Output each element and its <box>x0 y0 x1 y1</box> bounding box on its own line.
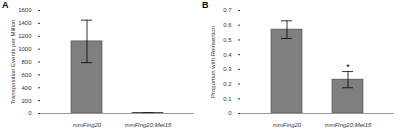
svg-text:400: 400 <box>21 85 32 91</box>
svg-text:800: 800 <box>21 59 32 65</box>
html-text:A: A <box>2 0 9 10</box>
svg-text:600: 600 <box>21 72 32 78</box>
svg-text:200: 200 <box>21 98 32 104</box>
html-text:B: B <box>202 0 209 10</box>
svg-text:0.3: 0.3 <box>223 66 232 72</box>
svg-text:0.6: 0.6 <box>223 22 232 28</box>
svg-text:*: * <box>346 62 350 72</box>
svg-text:Transposition Events per Milli: Transposition Events per Million <box>10 20 16 105</box>
svg-text:0.4: 0.4 <box>223 52 232 58</box>
svg-text:1600: 1600 <box>18 7 32 13</box>
svg-text:0.2: 0.2 <box>223 81 232 87</box>
svg-text:0.5: 0.5 <box>223 37 232 43</box>
svg-text:mmFing20: mmFing20 <box>273 122 302 128</box>
svg-text:0: 0 <box>28 110 32 116</box>
svg-text:mmFing20: mmFing20 <box>73 122 102 128</box>
svg-text:1000: 1000 <box>18 46 32 52</box>
svg-text:mmFing20:Met15: mmFing20:Met15 <box>325 122 372 128</box>
svg-text:Proportion with Reinsertion: Proportion with Reinsertion <box>210 26 216 98</box>
svg-text:1200: 1200 <box>18 33 32 39</box>
svg-text:0.7: 0.7 <box>223 7 232 13</box>
svg-text:0: 0 <box>228 110 232 116</box>
svg-text:0.1: 0.1 <box>223 96 232 102</box>
svg-text:1400: 1400 <box>18 20 32 26</box>
svg-text:mmFing20:Met15: mmFing20:Met15 <box>125 122 172 128</box>
